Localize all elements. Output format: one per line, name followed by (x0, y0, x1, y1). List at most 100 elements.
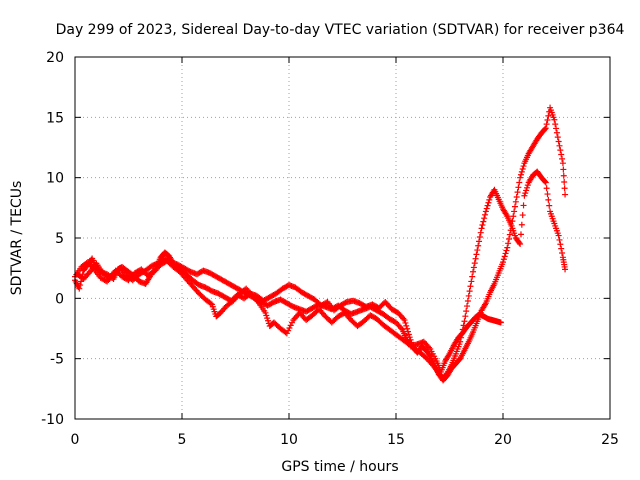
data-point (506, 231, 513, 238)
data-point (458, 330, 465, 337)
data-point (517, 174, 524, 181)
data-point (545, 196, 552, 203)
data-point (517, 241, 524, 248)
data-point (486, 196, 493, 203)
x-axis-label: GPS time / hours (281, 459, 398, 475)
data-point (265, 317, 272, 324)
data-point (405, 331, 412, 338)
data-point (520, 202, 527, 209)
data-point (560, 166, 567, 173)
x-tick-label: 5 (178, 432, 187, 448)
data-point (542, 179, 549, 186)
y-tick-label: 15 (46, 110, 64, 126)
data-point (544, 116, 551, 123)
series-arc-1 (72, 104, 569, 384)
data-point (541, 126, 548, 133)
data-point (464, 303, 471, 310)
data-point (511, 208, 518, 215)
data-point (288, 319, 295, 326)
data-point (470, 268, 477, 275)
data-point (517, 171, 524, 178)
data-point (479, 221, 486, 228)
y-tick-label: 5 (55, 231, 64, 247)
data-point (480, 218, 487, 225)
data-point (542, 125, 549, 132)
data-point (403, 322, 410, 329)
data-point (544, 191, 551, 198)
data-point (504, 244, 511, 251)
y-tick-label: 20 (46, 50, 64, 66)
data-point (516, 239, 523, 246)
data-point (262, 309, 269, 316)
data-point (557, 147, 564, 154)
data-point (545, 112, 552, 119)
x-tick-label: 20 (494, 432, 512, 448)
data-point (467, 283, 474, 290)
data-point (543, 185, 550, 192)
data-point (476, 238, 483, 245)
data-point (464, 297, 471, 304)
data-point (554, 134, 561, 141)
data-point (519, 165, 526, 172)
data-point (555, 232, 562, 239)
data-point (546, 202, 553, 209)
data-point (426, 352, 433, 359)
series-arc-3 (74, 168, 569, 381)
data-point (459, 326, 466, 333)
data-points (72, 104, 569, 384)
x-tick-label: 10 (280, 432, 298, 448)
data-point (522, 190, 529, 197)
data-point (207, 300, 214, 307)
data-point (562, 191, 569, 198)
data-point (557, 241, 564, 248)
y-axis-label: SDTVAR / TECUs (9, 181, 25, 296)
data-point (471, 260, 478, 267)
data-point (460, 322, 467, 329)
data-point (475, 242, 482, 249)
data-point (466, 288, 473, 295)
data-point (470, 264, 477, 271)
data-point (556, 142, 563, 149)
data-point (518, 168, 525, 175)
data-point (553, 125, 560, 132)
data-point (465, 292, 472, 299)
y-tick-label: -10 (41, 412, 64, 428)
data-point (76, 285, 83, 292)
data-point (516, 179, 523, 186)
data-point (505, 240, 512, 247)
data-point (481, 215, 488, 222)
data-point (514, 189, 521, 196)
data-point (512, 198, 519, 205)
grid (75, 57, 610, 419)
data-point (500, 256, 507, 263)
data-point (287, 322, 294, 329)
data-point (469, 273, 476, 280)
data-point (558, 151, 565, 158)
data-point (556, 236, 563, 243)
data-point (482, 211, 489, 218)
data-point (520, 163, 527, 170)
data-point (524, 182, 531, 189)
data-point (263, 312, 270, 319)
data-point (501, 253, 508, 260)
data-point (404, 325, 411, 332)
data-point (283, 330, 290, 337)
data-point (551, 116, 558, 123)
data-point (561, 185, 568, 192)
data-point (477, 229, 484, 236)
data-point (77, 282, 84, 289)
data-point (521, 192, 528, 199)
data-point (478, 225, 485, 232)
data-point (511, 203, 518, 210)
data-point (562, 266, 569, 273)
y-tick-label: -5 (50, 352, 64, 368)
data-point (517, 231, 524, 238)
data-point (457, 338, 464, 345)
data-point (497, 319, 504, 326)
data-point (264, 315, 271, 322)
data-point (558, 245, 565, 252)
data-point (561, 179, 568, 186)
data-point (502, 250, 509, 257)
x-tick-label: 0 (71, 432, 80, 448)
